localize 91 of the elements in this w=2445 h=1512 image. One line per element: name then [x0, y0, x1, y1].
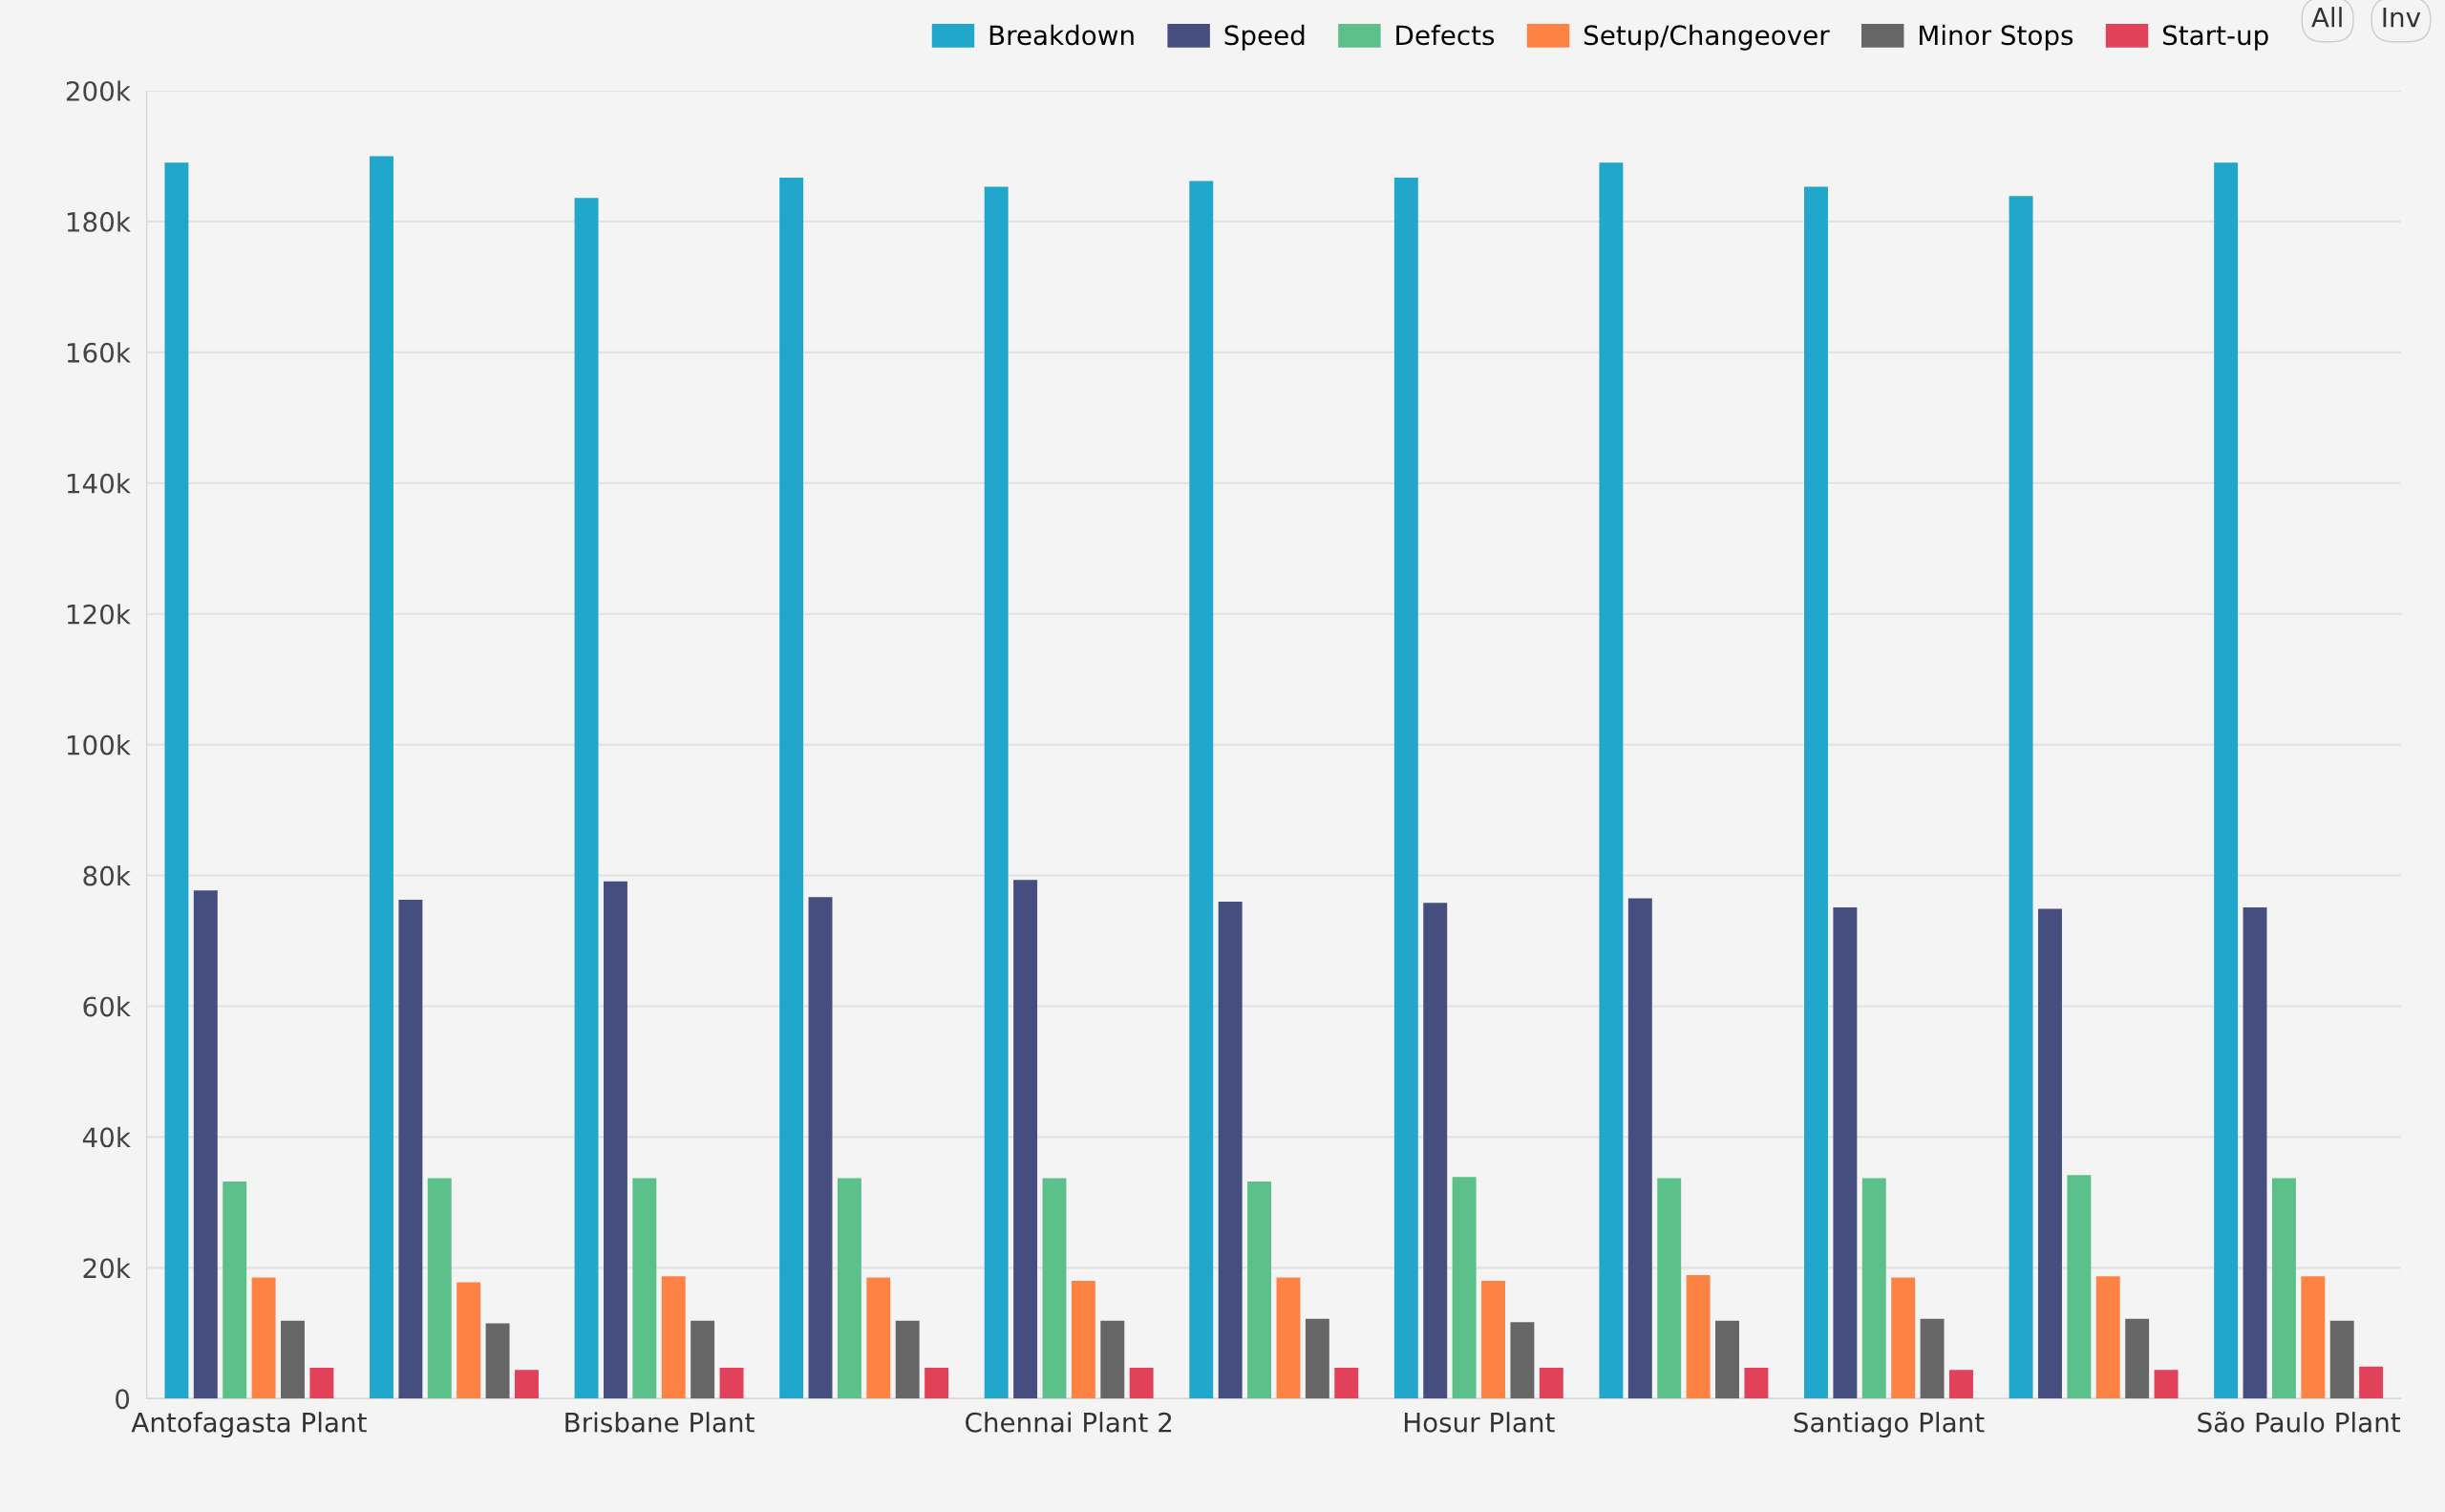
y-tick-label: 60k	[83, 995, 131, 1017]
bar	[1276, 1277, 1301, 1399]
y-tick-label: 40k	[82, 1126, 131, 1148]
bar	[2301, 1276, 2326, 1399]
legend-label: Speed	[1224, 24, 1305, 51]
bar	[574, 198, 599, 1399]
bar	[1071, 1281, 1095, 1399]
x-tick-label: Antofagasta Plant	[131, 1412, 367, 1438]
y-tick-label: 160k	[67, 342, 131, 363]
bar	[1013, 880, 1038, 1399]
bar	[1452, 1177, 1477, 1399]
text: Inv	[2383, 7, 2421, 28]
bar	[2038, 908, 2062, 1399]
bar	[1891, 1277, 1916, 1399]
bar	[251, 1277, 276, 1399]
bar	[1920, 1318, 1945, 1399]
y-tick-label: 20k	[83, 1257, 131, 1279]
bar	[1218, 901, 1243, 1399]
bar	[1744, 1368, 1769, 1399]
bar	[309, 1368, 334, 1399]
bar	[1247, 1181, 1272, 1399]
bar	[1481, 1281, 1505, 1399]
bar	[1833, 907, 1858, 1399]
bar	[1423, 903, 1448, 1399]
legend-label: Start-up	[2163, 25, 2268, 51]
bar	[779, 178, 804, 1399]
bar	[603, 881, 627, 1399]
bar	[2243, 907, 2267, 1399]
bar	[427, 1178, 452, 1399]
bar	[808, 897, 833, 1399]
bar	[1949, 1370, 1973, 1399]
bar	[514, 1370, 539, 1399]
bar	[1599, 162, 1624, 1399]
bar	[661, 1276, 686, 1399]
bar	[1539, 1368, 1563, 1399]
bar	[457, 1282, 481, 1399]
bar	[1042, 1178, 1067, 1399]
y-tick-label: 140k	[67, 473, 131, 494]
bar	[485, 1323, 510, 1399]
bar	[1715, 1320, 1739, 1399]
x-tick-label: Brisbane Plant	[565, 1412, 755, 1433]
bar	[164, 162, 189, 1399]
bar	[1129, 1368, 1154, 1399]
bar	[2067, 1175, 2092, 1399]
bar	[2359, 1366, 2384, 1399]
x-tick-label: São Paulo Plant	[2198, 1411, 2401, 1433]
legend-label: Minor Stops	[1920, 24, 2073, 51]
bar	[1510, 1322, 1535, 1399]
bar	[632, 1178, 657, 1399]
bar	[2329, 1320, 2354, 1399]
bar	[398, 899, 423, 1399]
bar	[1861, 1178, 1886, 1399]
bar	[1305, 1318, 1329, 1399]
x-tick-label: Hosur Plant	[1404, 1412, 1555, 1433]
bar	[984, 186, 1009, 1399]
bar	[2214, 162, 2239, 1399]
y-tick-label: 0	[116, 1389, 130, 1410]
bar	[1657, 1178, 1682, 1399]
bar	[1334, 1368, 1359, 1399]
bar	[2009, 196, 2033, 1399]
y-tick-label: 120k	[67, 604, 131, 625]
bar	[1100, 1320, 1125, 1399]
bar	[866, 1277, 891, 1399]
bar	[1804, 186, 1828, 1399]
bar	[223, 1181, 247, 1399]
bar	[2271, 1178, 2296, 1399]
legend-label: Breakdown	[989, 24, 1134, 46]
y-tick-label: 100k	[67, 735, 131, 756]
bar	[2095, 1276, 2120, 1399]
bar	[719, 1368, 744, 1399]
bar	[1393, 178, 1418, 1399]
legend-label: Setup/Changeover	[1584, 24, 1830, 51]
bar	[895, 1320, 920, 1399]
bar	[281, 1320, 305, 1399]
bar	[837, 1178, 861, 1399]
x-tick-label: Chennai Plant 2	[966, 1412, 1172, 1433]
bar	[1189, 181, 1214, 1399]
bar	[2154, 1370, 2179, 1399]
bar	[1686, 1274, 1711, 1399]
bar	[193, 890, 218, 1399]
y-tick-label: 80k	[83, 865, 131, 886]
bar	[691, 1320, 715, 1399]
bar	[2125, 1318, 2150, 1399]
y-tick-label: 200k	[66, 80, 131, 101]
bar	[925, 1368, 949, 1399]
y-tick-label: 180k	[67, 211, 131, 232]
bar	[1627, 898, 1652, 1399]
bar	[370, 156, 393, 1399]
x-tick-label: Santiago Plant	[1794, 1412, 1985, 1438]
legend-label: Defects	[1396, 24, 1495, 46]
text: All	[2311, 7, 2342, 28]
